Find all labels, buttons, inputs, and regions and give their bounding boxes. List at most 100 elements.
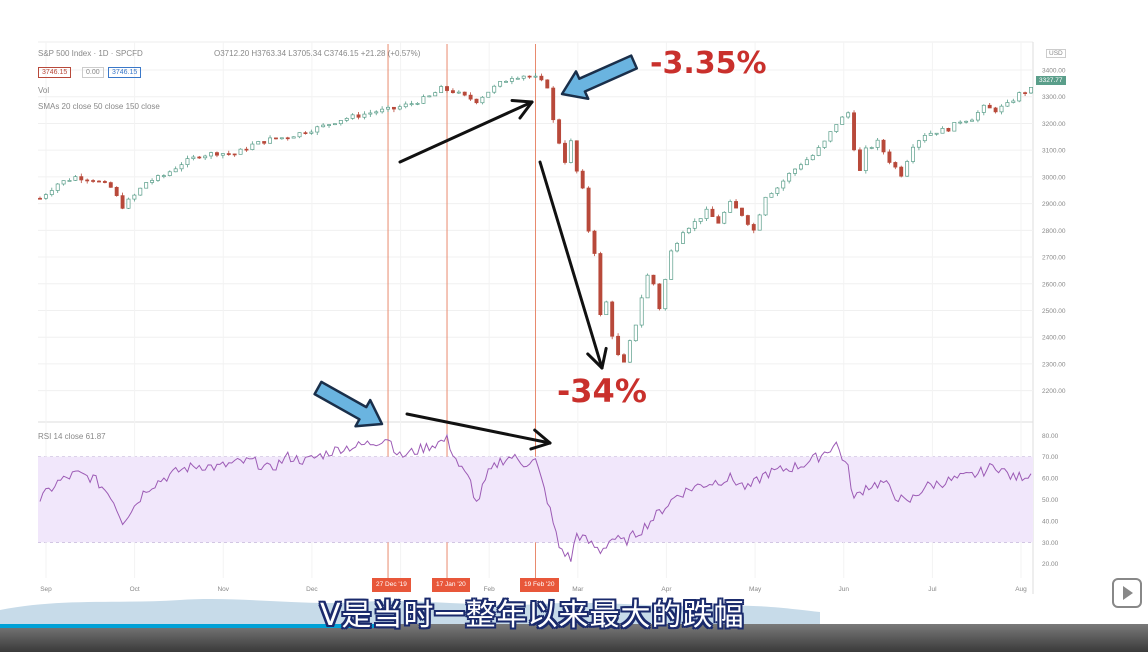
price-tick-label: 2300.00	[1042, 361, 1066, 368]
rsi-divergence-arrow-head	[529, 441, 552, 451]
candle-body	[810, 155, 815, 161]
candle-body	[793, 168, 797, 174]
candle-body	[763, 196, 768, 216]
candle-body	[268, 137, 273, 144]
rsi-tick-label: 60.00	[1042, 476, 1059, 483]
candle-body	[574, 140, 579, 172]
trend-arrow-down-head	[586, 352, 604, 370]
currency-label[interactable]: USD	[1046, 49, 1066, 58]
candle-body	[781, 180, 786, 189]
candle-body	[374, 111, 379, 114]
annotation-drop-large: -34%	[557, 372, 647, 410]
annotation-arrows	[313, 54, 639, 451]
rsi-label: RSI 14 close 61.87	[38, 432, 106, 441]
candle-body	[150, 180, 155, 183]
candle-body	[863, 147, 868, 171]
price-tick-label: 2400.00	[1042, 335, 1066, 342]
candle-body	[321, 124, 326, 128]
buy-price-pill[interactable]: 3746.15	[108, 67, 142, 78]
candle-body	[509, 78, 514, 82]
price-tick-label: 2700.00	[1042, 255, 1066, 262]
candle-body	[97, 180, 101, 183]
candle-body	[993, 107, 998, 113]
candle-body	[846, 112, 851, 118]
time-tick-label: Nov	[217, 586, 229, 593]
candle-body	[1011, 100, 1016, 103]
price-tick-label: 3300.00	[1042, 94, 1066, 101]
candle-body	[675, 243, 680, 252]
candle-body	[421, 96, 426, 104]
candle-body	[474, 98, 479, 104]
candle-body	[291, 136, 296, 139]
candle-body	[657, 283, 662, 310]
date-label-3: 19 Feb '20	[520, 578, 559, 592]
candle-body	[940, 128, 945, 134]
candle-body	[344, 118, 349, 121]
candle-body	[663, 279, 668, 310]
candle-body	[138, 187, 143, 196]
price-tick-label: 3200.00	[1042, 121, 1066, 128]
video-player-bar[interactable]	[0, 624, 1148, 652]
candle-body	[545, 79, 550, 89]
candle-body	[79, 176, 84, 181]
time-axis: SepOctNovDecJanFebMarAprMayJunJulAug	[40, 586, 1027, 593]
candle-body	[987, 104, 992, 109]
candle-body	[362, 113, 367, 118]
candle-body	[256, 141, 261, 145]
time-tick-label: Sep	[40, 586, 52, 593]
candle-body	[551, 87, 556, 121]
sell-price-pill[interactable]: 3746.15	[38, 67, 72, 78]
rsi-tick-label: 20.00	[1042, 561, 1059, 568]
candle-body	[356, 114, 361, 118]
price-tick-label: 3000.00	[1042, 174, 1066, 181]
candle-body	[893, 162, 898, 168]
candle-body	[161, 175, 166, 177]
candle-body	[450, 90, 455, 94]
candle-body	[568, 140, 573, 163]
candle-body	[456, 91, 461, 94]
candle-body	[887, 151, 892, 163]
candle-body	[521, 75, 526, 79]
play-button[interactable]	[1104, 566, 1148, 620]
chart-title: S&P 500 Index · 1D · SPCFD	[38, 49, 143, 58]
play-icon	[1112, 578, 1142, 608]
candle-body	[952, 122, 957, 132]
price-candles	[38, 73, 1033, 363]
candle-body	[563, 142, 567, 163]
date-label-1: 27 Dec '19	[372, 578, 411, 592]
video-progress[interactable]	[0, 624, 380, 628]
candle-body	[1017, 92, 1022, 102]
candle-body	[916, 140, 921, 148]
candle-body	[132, 194, 137, 200]
ohlc-readout: O3712.20 H3763.34 L3705.34 C3746.15 +21.…	[214, 49, 421, 58]
candle-body	[704, 208, 709, 219]
candle-body	[598, 253, 603, 316]
spread-pill: 0.00	[82, 67, 104, 78]
candle-body	[857, 149, 862, 171]
candle-body	[692, 221, 697, 229]
candle-body	[1005, 102, 1010, 107]
candle-body	[338, 120, 343, 125]
candle-body	[740, 207, 744, 216]
candle-body	[315, 126, 320, 133]
blue-arrow-rsi	[313, 380, 384, 428]
candle-body	[126, 198, 131, 209]
candle-body	[804, 159, 809, 166]
candle-body	[415, 102, 420, 105]
price-tick-label: 3400.00	[1042, 68, 1066, 75]
candle-body	[197, 156, 202, 159]
candle-body	[85, 179, 90, 182]
candle-body	[964, 120, 969, 123]
candle-body	[633, 324, 638, 342]
candle-body	[816, 147, 821, 156]
candle-body	[669, 250, 674, 280]
candle-body	[686, 227, 691, 234]
time-tick-label: Feb	[484, 586, 496, 593]
candle-body	[557, 119, 562, 144]
candle-body	[179, 164, 184, 170]
candle-body	[651, 274, 656, 285]
trend-arrow-up-head	[510, 99, 534, 104]
candle-body	[627, 340, 632, 363]
candle-body	[391, 106, 396, 110]
candle-body	[515, 77, 520, 80]
